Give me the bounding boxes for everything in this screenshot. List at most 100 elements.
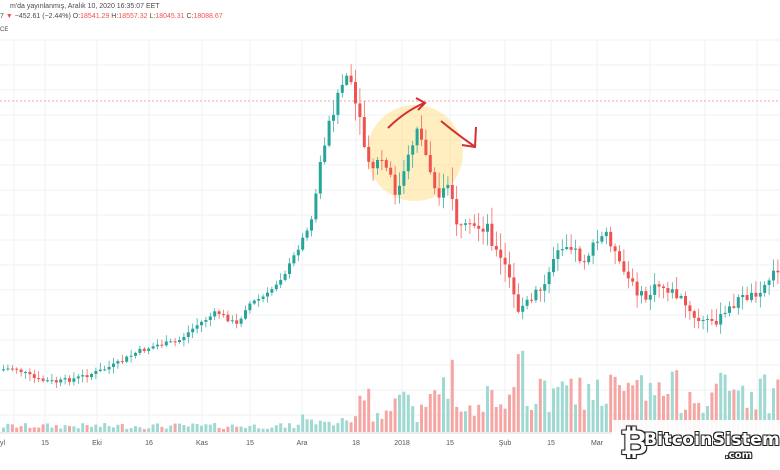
candle-body bbox=[450, 184, 454, 200]
x-tick-label: 15 bbox=[246, 440, 254, 447]
candle-body bbox=[160, 344, 164, 346]
candle-body bbox=[182, 337, 186, 341]
volume-bar bbox=[657, 382, 661, 432]
volume-bar bbox=[380, 418, 384, 432]
candle-body bbox=[393, 174, 397, 195]
volume-bar bbox=[618, 385, 621, 432]
candle-body bbox=[675, 289, 679, 299]
candle-body bbox=[530, 299, 533, 301]
volume-bar bbox=[318, 420, 322, 432]
volume-bar bbox=[433, 390, 437, 432]
volume-bar bbox=[129, 428, 133, 432]
volume-bar bbox=[200, 425, 203, 432]
chart-header: m'da yayınlanmış, Aralık 10, 2020 16:35:… bbox=[0, 0, 780, 40]
volume-bar bbox=[292, 428, 296, 432]
volume-bar bbox=[120, 424, 124, 432]
candle-body bbox=[640, 291, 643, 296]
volume-bar bbox=[714, 383, 718, 432]
candle-body bbox=[186, 332, 190, 338]
candle-body bbox=[217, 311, 221, 315]
volume-bar bbox=[486, 386, 489, 432]
candle-body bbox=[116, 361, 120, 364]
volume-bar bbox=[446, 398, 450, 432]
candle-body bbox=[415, 128, 419, 146]
volume-bar bbox=[604, 403, 608, 432]
volume-bar bbox=[613, 376, 617, 432]
candle-body bbox=[389, 167, 393, 175]
candle-body bbox=[446, 184, 450, 189]
volume-bar bbox=[270, 427, 274, 432]
volume-bar bbox=[556, 386, 560, 432]
volume-bar bbox=[358, 395, 362, 432]
volume-bar bbox=[50, 427, 54, 432]
candle-body bbox=[402, 171, 406, 186]
candle-body bbox=[305, 230, 309, 238]
volume-bar bbox=[455, 406, 459, 432]
candle-body bbox=[556, 250, 560, 259]
volume-bar bbox=[362, 400, 366, 432]
volume-bar bbox=[626, 382, 630, 432]
volume-bar bbox=[107, 426, 111, 432]
volume-bar bbox=[543, 380, 547, 432]
candle-body bbox=[213, 311, 217, 317]
candle-body bbox=[323, 145, 327, 162]
x-tick-label: Kas bbox=[196, 440, 209, 447]
bitcoinsistemi-watermark: ₿ BitcoinSistemi .com bbox=[612, 420, 780, 468]
candle-body bbox=[222, 314, 225, 316]
volume-bar bbox=[538, 378, 542, 432]
x-tick-label: Eki bbox=[92, 440, 102, 447]
candle-body bbox=[288, 263, 291, 275]
volume-bar bbox=[244, 428, 247, 432]
volume-bar bbox=[367, 388, 371, 432]
volume-bar bbox=[156, 423, 159, 432]
volume-bar bbox=[327, 421, 331, 432]
candle-body bbox=[424, 139, 428, 156]
candle-body bbox=[538, 289, 542, 291]
volume-bar bbox=[305, 419, 309, 432]
candle-body bbox=[76, 376, 80, 379]
volume-bar bbox=[719, 372, 723, 432]
candle-body bbox=[666, 288, 670, 293]
volume-bar bbox=[494, 407, 498, 432]
volume-bar bbox=[173, 423, 177, 432]
volume-bar bbox=[428, 394, 432, 432]
candle-body bbox=[728, 306, 731, 313]
volume-bar bbox=[516, 354, 520, 432]
candle-body bbox=[648, 294, 652, 300]
volume-bar bbox=[186, 426, 190, 432]
candle-body bbox=[266, 292, 269, 297]
volume-bar bbox=[635, 380, 639, 432]
candle-body bbox=[411, 145, 415, 155]
candle-body bbox=[349, 75, 353, 83]
candle-body bbox=[745, 295, 749, 300]
volume-bar bbox=[94, 424, 98, 432]
candle-body bbox=[6, 368, 10, 370]
volume-bar bbox=[257, 428, 261, 432]
volume-bar bbox=[164, 428, 168, 432]
candle-body bbox=[442, 188, 445, 198]
high-label: H: bbox=[111, 13, 119, 20]
volume-bar bbox=[98, 426, 102, 432]
candle-body bbox=[208, 316, 212, 321]
volume-bar bbox=[644, 400, 648, 432]
volume-bar bbox=[248, 425, 252, 432]
volume-bar bbox=[622, 391, 626, 432]
volume-bar bbox=[596, 379, 599, 432]
candle-body bbox=[15, 368, 19, 370]
volume-bar bbox=[340, 418, 344, 432]
volume-bar bbox=[213, 423, 217, 432]
x-tick-label: yl bbox=[0, 440, 6, 447]
candle-body bbox=[59, 379, 63, 383]
volume-bar bbox=[402, 391, 406, 432]
volume-bar bbox=[578, 377, 582, 432]
volume-bar bbox=[631, 385, 635, 432]
volume-bar bbox=[279, 423, 283, 432]
volume-bar bbox=[296, 424, 300, 432]
volume-bar bbox=[195, 424, 199, 432]
candle-body bbox=[151, 346, 155, 349]
candle-body bbox=[24, 372, 27, 374]
volume-bar bbox=[732, 389, 736, 432]
volume-bar bbox=[398, 394, 401, 432]
candle-body bbox=[657, 284, 661, 287]
